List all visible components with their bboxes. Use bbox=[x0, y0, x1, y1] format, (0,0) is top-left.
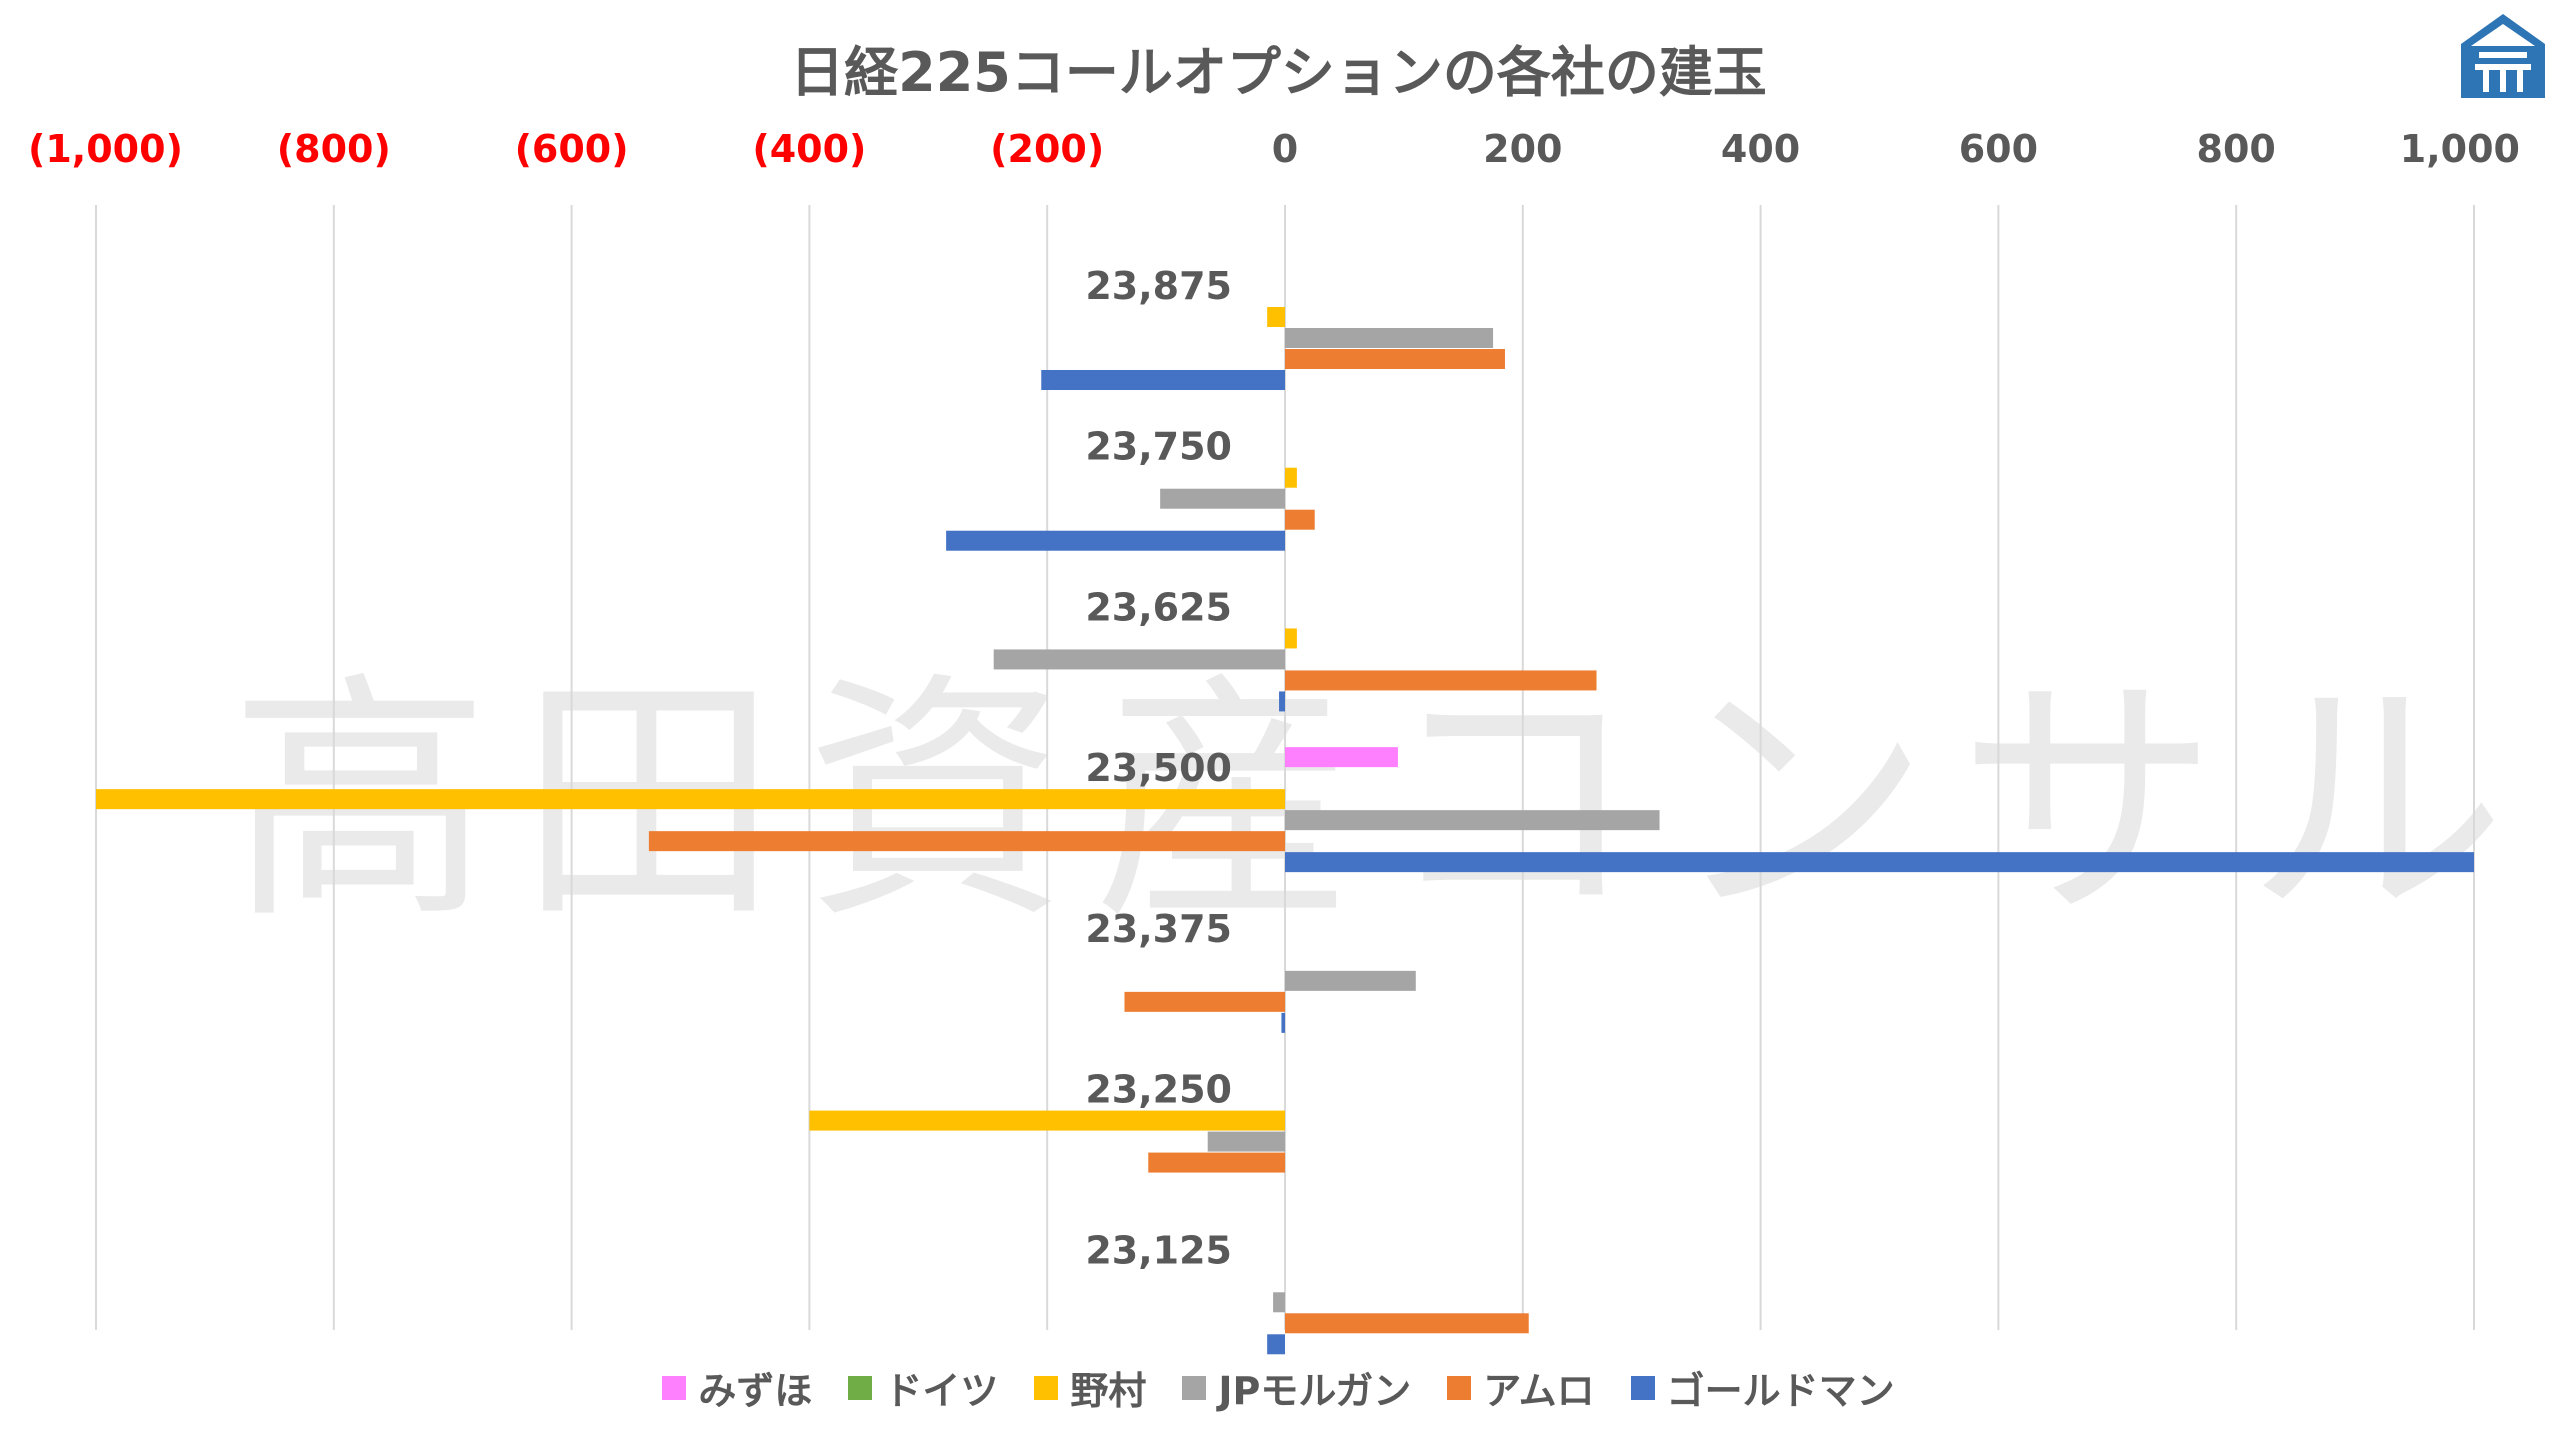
bar bbox=[1281, 1012, 1285, 1033]
category-label: 23,750 bbox=[1085, 425, 1232, 469]
bar bbox=[1207, 1131, 1285, 1152]
bar bbox=[1124, 991, 1285, 1012]
legend-label: 野村 bbox=[1070, 1369, 1147, 1413]
x-tick-label: (400) bbox=[752, 127, 866, 171]
legend-swatch bbox=[1034, 1375, 1059, 1400]
legend-item: ドイツ bbox=[848, 1360, 998, 1415]
legend-swatch bbox=[1630, 1375, 1655, 1400]
legend-item: JPモルガン bbox=[1182, 1360, 1411, 1415]
bar bbox=[648, 831, 1285, 852]
x-tick-label: 400 bbox=[1721, 127, 1800, 171]
category-label: 23,375 bbox=[1085, 907, 1232, 951]
bar bbox=[96, 789, 1285, 810]
bar bbox=[1267, 307, 1285, 327]
legend-item: みずほ bbox=[662, 1360, 812, 1415]
bar bbox=[1148, 1152, 1285, 1173]
legend: みずほ ドイツ 野村 JPモルガン アムロ ゴールドマン bbox=[0, 1360, 2557, 1415]
category-label: 23,250 bbox=[1085, 1068, 1232, 1112]
legend-item: 野村 bbox=[1034, 1360, 1146, 1415]
x-tick-label: (200) bbox=[990, 127, 1104, 171]
bar bbox=[1273, 1292, 1285, 1313]
bar bbox=[1285, 810, 1660, 831]
bar bbox=[1285, 509, 1315, 530]
bar bbox=[1285, 628, 1297, 649]
legend-swatch bbox=[1182, 1375, 1207, 1400]
x-tick-label: (600) bbox=[515, 127, 629, 171]
legend-swatch bbox=[662, 1375, 687, 1400]
x-tick-label: (1,000) bbox=[28, 127, 183, 171]
legend-swatch bbox=[848, 1375, 873, 1400]
bar bbox=[1160, 488, 1285, 509]
legend-swatch bbox=[1447, 1375, 1472, 1400]
bar bbox=[946, 530, 1285, 551]
bar bbox=[1285, 1313, 1529, 1334]
bar bbox=[993, 649, 1285, 670]
x-tick-label: 800 bbox=[2197, 127, 2276, 171]
x-tick-label: 200 bbox=[1483, 127, 1562, 171]
bar bbox=[1285, 328, 1494, 348]
x-tick-label: 1,000 bbox=[2400, 127, 2520, 171]
chart-title: 日経225コールオプションの各社の建玉 bbox=[790, 41, 1767, 104]
bar bbox=[1285, 970, 1416, 991]
bar bbox=[1285, 349, 1505, 369]
category-label: 23,875 bbox=[1085, 264, 1232, 308]
legend-label: JPモルガン bbox=[1218, 1369, 1412, 1413]
x-tick-label: (800) bbox=[277, 127, 391, 171]
bar bbox=[1285, 852, 2474, 873]
legend-item: ゴールドマン bbox=[1630, 1360, 1895, 1415]
x-tick-label: 0 bbox=[1272, 127, 1298, 171]
category-label: 23,500 bbox=[1085, 746, 1232, 790]
bar bbox=[809, 1110, 1285, 1131]
logo-icon bbox=[2461, 14, 2545, 98]
legend-label: みずほ bbox=[698, 1369, 813, 1413]
category-label: 23,125 bbox=[1085, 1228, 1232, 1272]
x-tick-label: 600 bbox=[1959, 127, 2038, 171]
legend-label: ドイツ bbox=[884, 1369, 999, 1413]
legend-label: ゴールドマン bbox=[1666, 1369, 1895, 1413]
legend-item: アムロ bbox=[1447, 1360, 1595, 1415]
bar bbox=[1285, 467, 1297, 488]
bar bbox=[1279, 691, 1285, 712]
legend-label: アムロ bbox=[1483, 1369, 1595, 1413]
category-label: 23,625 bbox=[1085, 585, 1232, 629]
bar bbox=[1041, 370, 1285, 390]
bar bbox=[1285, 747, 1398, 768]
bar bbox=[1285, 670, 1597, 691]
bar bbox=[1267, 1334, 1285, 1355]
